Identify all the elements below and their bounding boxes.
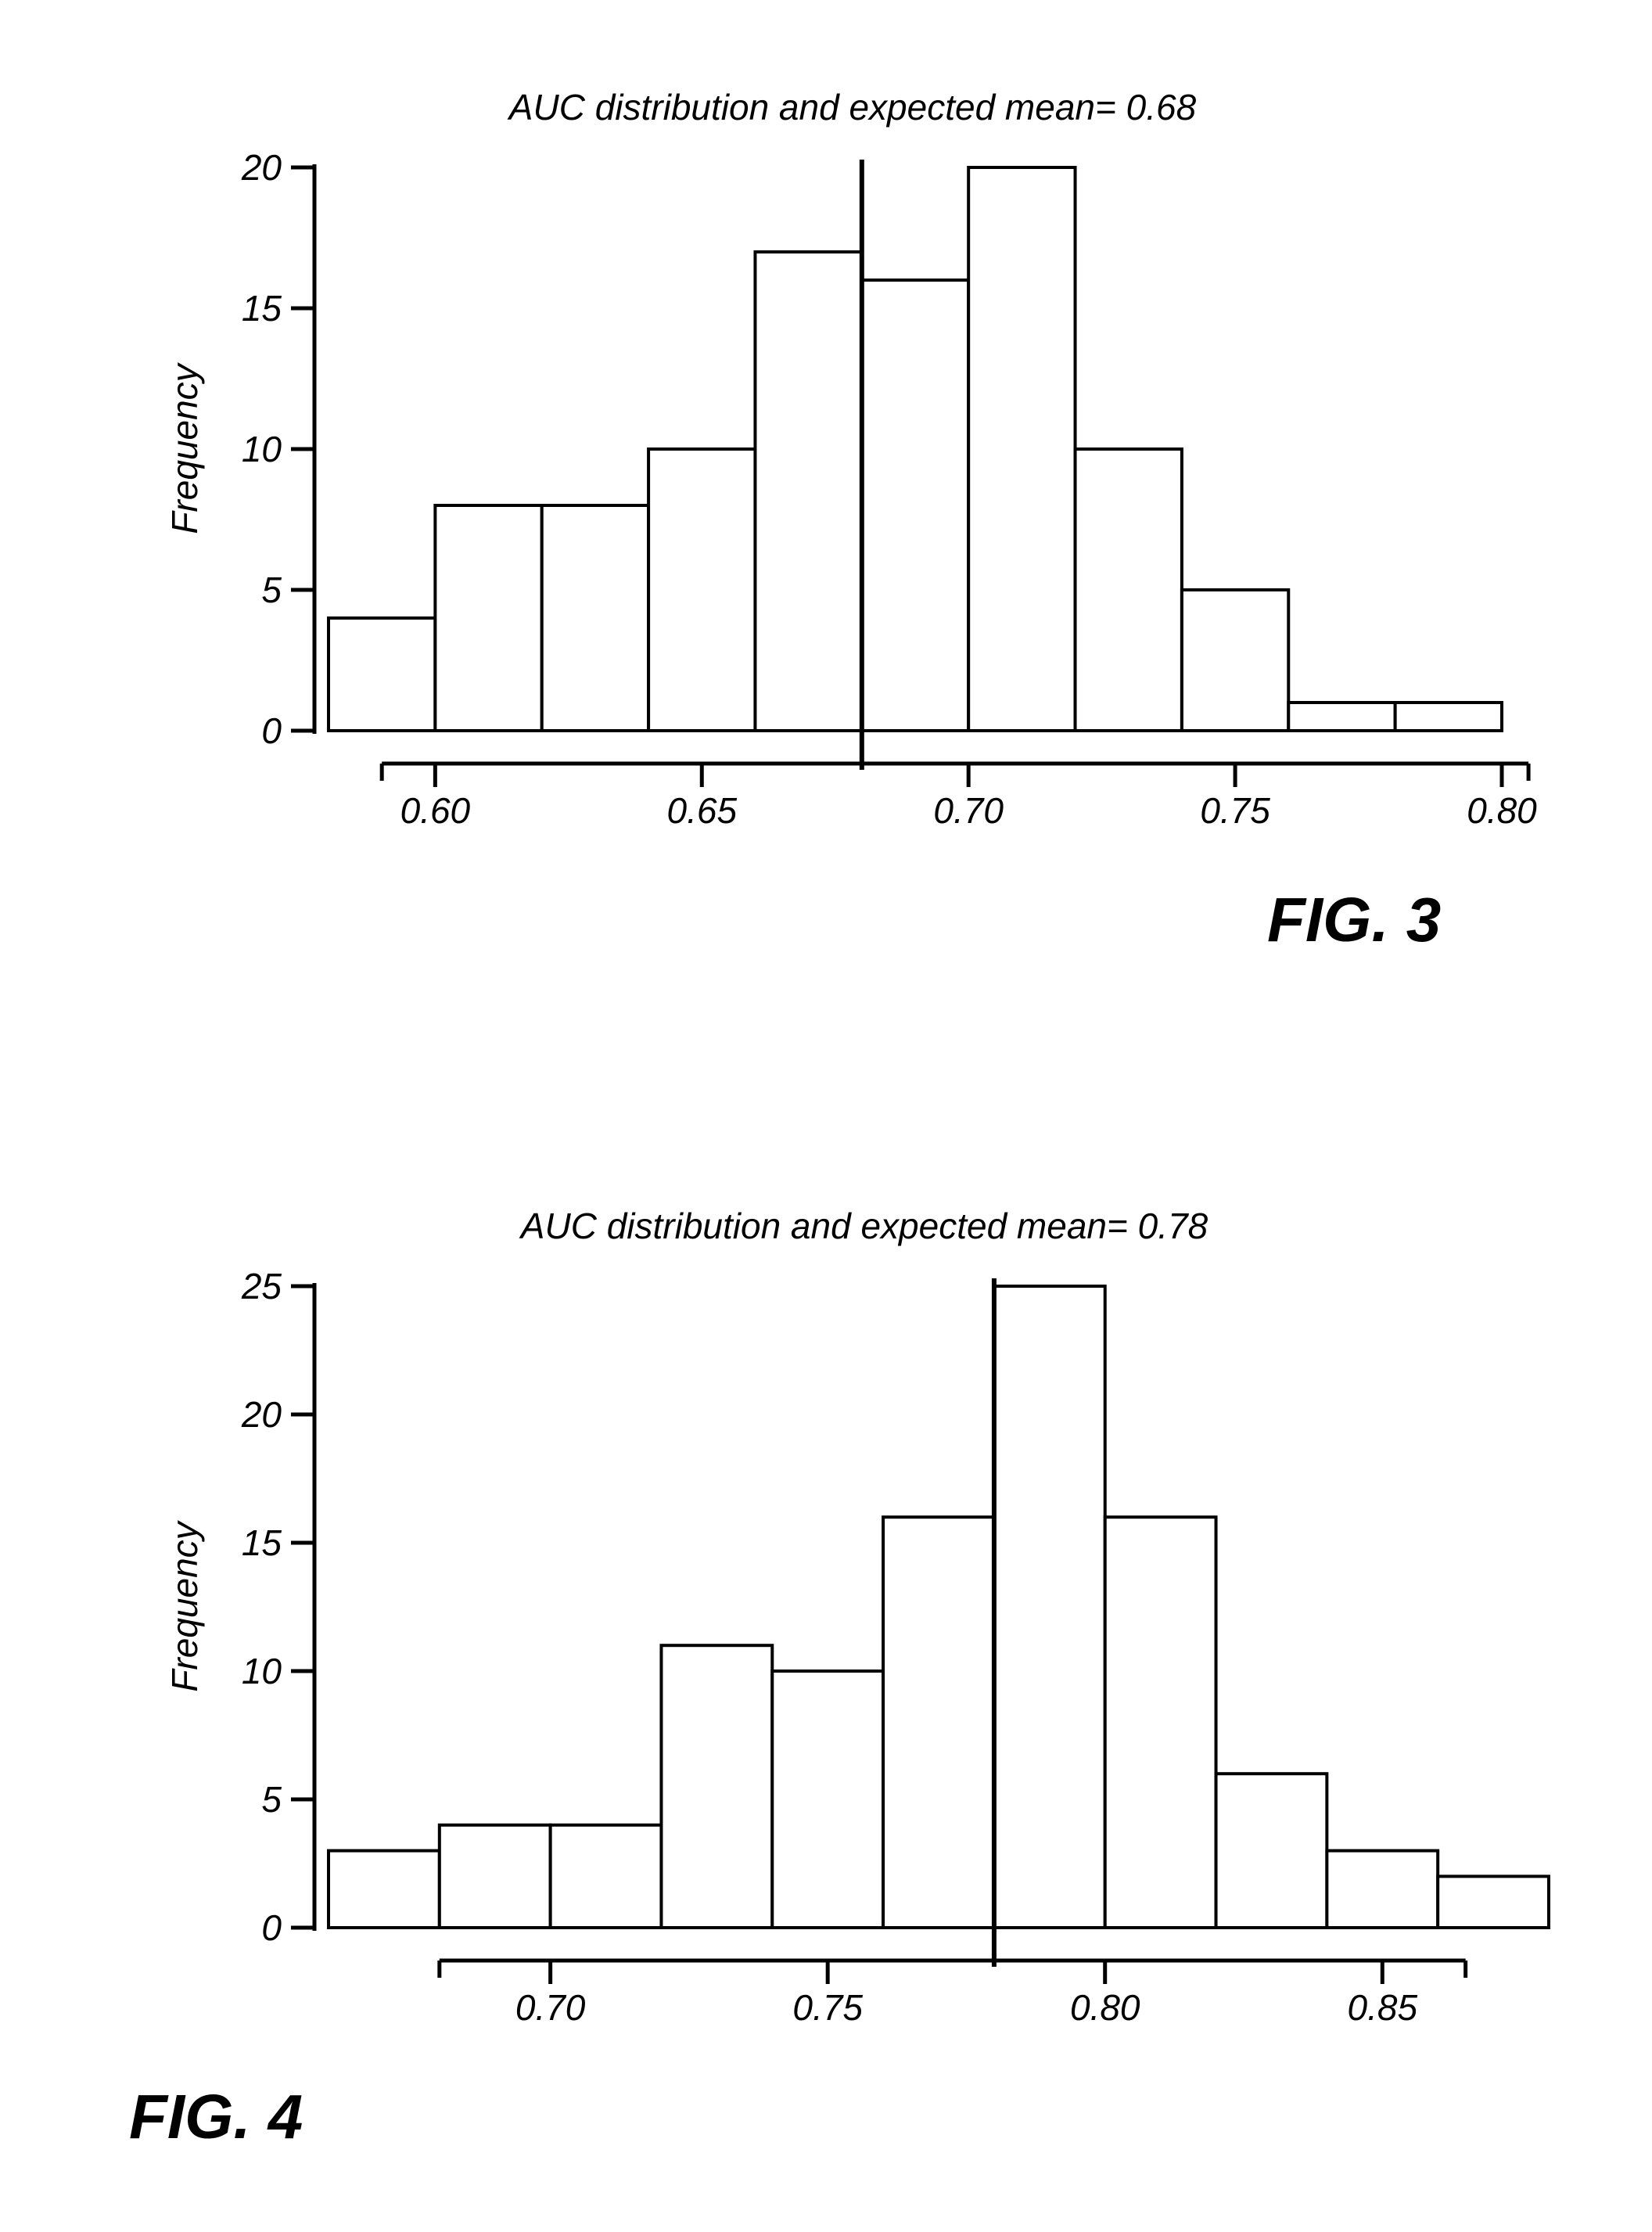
- histogram-bar: [862, 280, 968, 731]
- histogram-bar: [551, 1825, 662, 1928]
- histogram-bar: [1327, 1851, 1438, 1928]
- histogram-bar: [329, 618, 435, 731]
- y-tick-label: 0: [261, 710, 282, 751]
- y-tick-label: 10: [242, 1651, 282, 1691]
- histogram-bar: [1438, 1876, 1549, 1928]
- fig4-block: AUC distribution and expected mean= 0.78…: [94, 1205, 1619, 2037]
- x-axis-label: AUC: [912, 2033, 991, 2037]
- histogram-bar: [994, 1286, 1105, 1928]
- fig3-chart: 0 5 10 15 20 Frequency 0.60 0.65 0.70 0.75 0.80 AUC: [94, 136, 1580, 840]
- x-tick-label: 0.65: [667, 790, 738, 831]
- x-tick-label: 0.70: [515, 1987, 586, 2028]
- histogram-bar: [1395, 703, 1502, 731]
- histogram-bar: [542, 505, 648, 731]
- x-tick-label: 0.75: [1200, 790, 1270, 831]
- x-tick-label: 0.80: [1467, 790, 1537, 831]
- fig3-title: AUC distribution and expected mean= 0.68: [125, 86, 1580, 128]
- histogram-bar: [755, 252, 861, 731]
- x-tick-label: 0.60: [400, 790, 471, 831]
- fig4-label: FIG. 4: [129, 2081, 303, 2153]
- fig4-title: AUC distribution and expected mean= 0.78: [110, 1205, 1619, 1247]
- histogram-bar: [329, 1851, 440, 1928]
- y-tick-label: 25: [241, 1266, 282, 1306]
- histogram-bar: [968, 167, 1075, 731]
- y-tick-label: 15: [242, 288, 282, 329]
- fig3-block: AUC distribution and expected mean= 0.68…: [94, 86, 1580, 840]
- y-tick-label: 5: [261, 1779, 282, 1820]
- histogram-bar: [648, 449, 755, 731]
- y-tick-label: 0: [261, 1907, 282, 1948]
- y-tick-label: 10: [242, 429, 282, 469]
- histogram-bar: [1076, 449, 1182, 731]
- histogram-bar: [772, 1671, 883, 1928]
- y-tick-label: 15: [242, 1522, 282, 1563]
- histogram-bar: [883, 1517, 994, 1928]
- x-tick-label: 0.75: [792, 1987, 863, 2028]
- fig4-chart: 0 5 10 15 20 25 Frequency 0.70 0.75 0.80 0.85 AUC: [94, 1255, 1619, 2037]
- x-tick-label: 0.80: [1070, 1987, 1140, 2028]
- y-tick-label: 20: [241, 147, 282, 188]
- histogram-bar: [1216, 1774, 1327, 1928]
- y-tick-label: 5: [261, 570, 282, 610]
- histogram-bar: [1182, 590, 1288, 731]
- histogram-bar: [1105, 1517, 1216, 1928]
- page: AUC distribution and expected mean= 0.68…: [0, 0, 1652, 2232]
- histogram-bar: [440, 1825, 551, 1928]
- x-axis-label: AUC: [915, 836, 994, 840]
- y-tick-label: 20: [241, 1394, 282, 1435]
- y-axis-label: Frequency: [164, 1519, 205, 1691]
- histogram-bar: [1288, 703, 1395, 731]
- histogram-bar: [661, 1645, 772, 1928]
- y-axis-label: Frequency: [164, 361, 205, 534]
- x-tick-label: 0.85: [1348, 1987, 1418, 2028]
- x-tick-label: 0.70: [933, 790, 1004, 831]
- histogram-bar: [435, 505, 541, 731]
- fig3-label: FIG. 3: [1267, 884, 1441, 956]
